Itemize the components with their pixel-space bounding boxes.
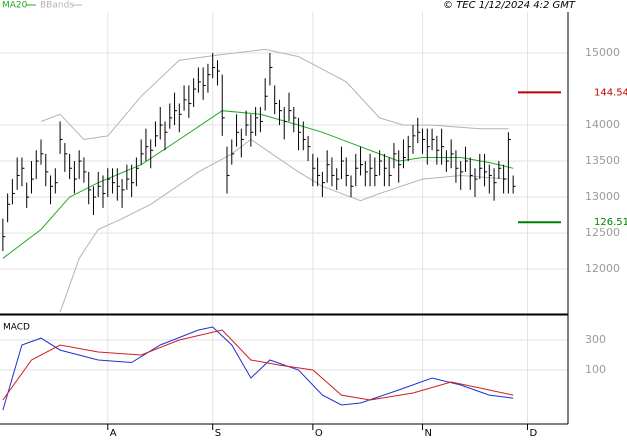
- macd-line: [2, 329, 514, 401]
- x-tick-label: S: [215, 428, 221, 439]
- level-label: 144.54: [594, 87, 627, 98]
- x-tick-label: O: [315, 428, 323, 439]
- y-tick-label: 100: [585, 363, 606, 376]
- y-tick-label: 13500: [585, 154, 620, 167]
- x-tick-label: D: [529, 428, 537, 439]
- y-tick-label: 12000: [585, 262, 620, 275]
- ma-line: [2, 110, 514, 259]
- macd-title: MACD: [3, 323, 30, 333]
- y-tick-label: 14000: [585, 118, 620, 131]
- source: © TEC 1/12/2024 4:2 GMT: [443, 0, 576, 11]
- level-label: 126.51: [594, 217, 627, 228]
- x-tick-label: N: [425, 428, 432, 439]
- level-label-bg: [590, 86, 626, 99]
- legend-ma20: MA20: [2, 1, 28, 11]
- y-tick-label: 13000: [585, 190, 620, 203]
- legend-bbands: BBands: [40, 1, 74, 11]
- y-tick-label: 15000: [585, 46, 620, 59]
- band-upper: [40, 48, 509, 141]
- macd-line: [2, 326, 514, 411]
- y-tick-label: 300: [585, 333, 606, 346]
- level-label-bg: [590, 216, 626, 229]
- x-tick-label: A: [110, 428, 117, 439]
- y-tick-label: 12500: [585, 226, 620, 239]
